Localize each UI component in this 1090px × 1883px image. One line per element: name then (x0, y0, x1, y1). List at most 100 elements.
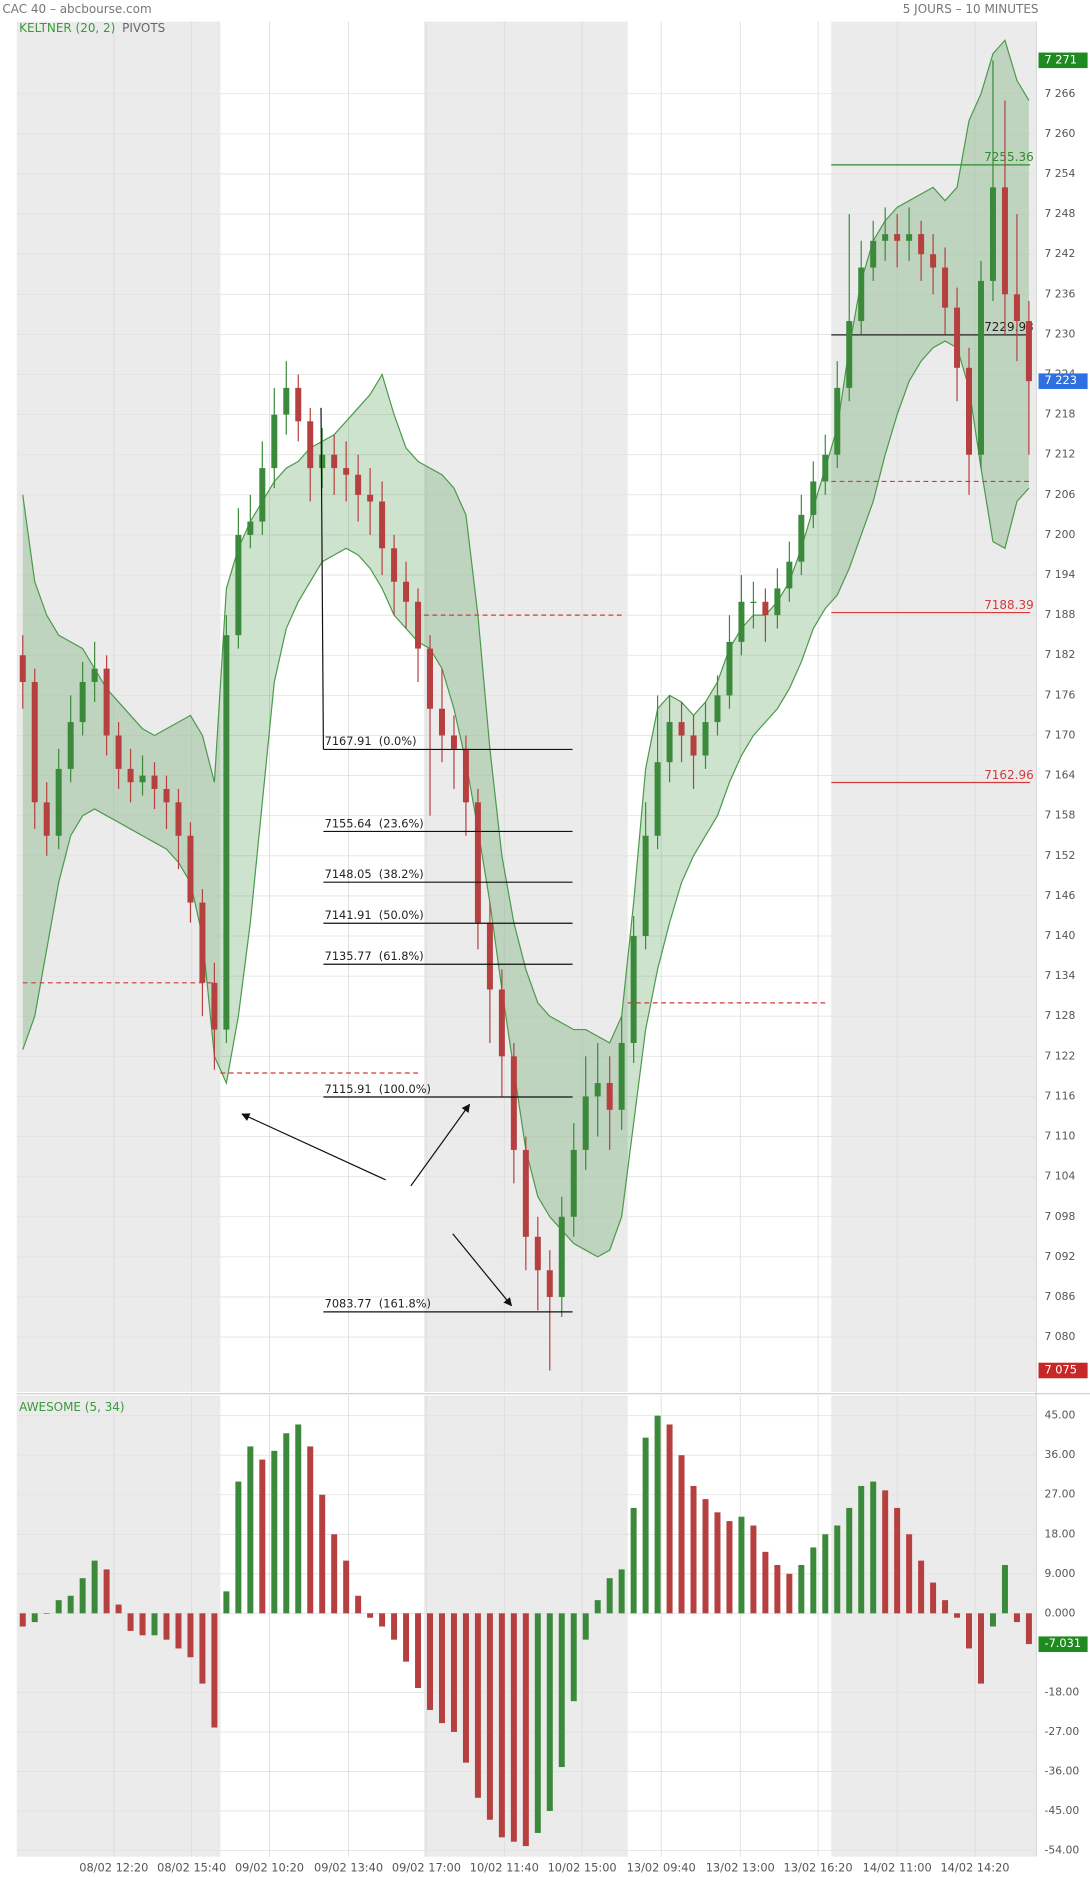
x-tick-label: 13/02 16:20 (784, 1861, 853, 1875)
y-tick-label: 45.00 (1044, 1409, 1075, 1422)
arrow (241, 1113, 386, 1181)
candle-body (151, 775, 158, 789)
ao-bar (79, 1578, 86, 1614)
candle-body (966, 367, 973, 455)
candle-body (223, 635, 230, 1030)
ao-bar (726, 1521, 733, 1614)
ao-bar (558, 1613, 565, 1768)
price-tag (1038, 1362, 1088, 1379)
candle-body (55, 768, 62, 836)
candle-body (175, 802, 182, 836)
ao-bar (798, 1565, 805, 1614)
candle-body (942, 267, 949, 308)
y-tick-label: 7 182 (1044, 648, 1075, 661)
y-tick-label: 7 128 (1044, 1009, 1075, 1022)
candle-body (594, 1083, 601, 1097)
pivot-label: 7162.96 (984, 768, 1033, 782)
ao-bar (918, 1560, 925, 1614)
chart-subtitle: 5 JOURS – 10 MINUTES (903, 2, 1039, 16)
ao-bar (367, 1613, 374, 1618)
ao-bar (570, 1613, 577, 1702)
x-tick-label: 09/02 17:00 (392, 1861, 461, 1875)
ao-bar (103, 1569, 110, 1614)
y-tick-label: 7 152 (1044, 849, 1075, 862)
ao-bar (379, 1613, 386, 1627)
candle-body (438, 708, 445, 736)
ao-bar (666, 1424, 673, 1614)
ao-bar (474, 1613, 481, 1798)
fib-label: 7155.64 (23.6%) (325, 816, 424, 830)
x-tick-label: 14/02 14:20 (940, 1861, 1009, 1875)
candle-body (1025, 321, 1032, 382)
fib-label: 7167.91 (0.0%) (325, 734, 417, 748)
candle-body (954, 307, 961, 368)
candle-body (666, 722, 673, 763)
candle-body (403, 581, 410, 602)
candle-body (163, 788, 170, 803)
candle-body (127, 768, 134, 783)
candle-body (67, 722, 74, 769)
candle-body (462, 748, 469, 803)
y-tick-label: -36.00 (1044, 1764, 1079, 1777)
candle-body (642, 835, 649, 937)
ao-bar (822, 1534, 829, 1614)
ao-bar (606, 1578, 613, 1614)
ao-bar (211, 1613, 218, 1728)
ao-bar (594, 1600, 601, 1614)
candle-body (498, 989, 505, 1057)
candle-body (654, 762, 661, 836)
y-tick-label: 7 164 (1044, 769, 1075, 782)
ao-bar (894, 1507, 901, 1614)
y-tick-label: -45.00 (1044, 1804, 1079, 1817)
legend-item: PIVOTS (122, 21, 165, 35)
fib-label: 7135.77 (61.8%) (325, 949, 424, 963)
candle-body (331, 454, 338, 469)
candle-body (1013, 294, 1020, 322)
candle-body (235, 534, 242, 636)
candle-body (534, 1236, 541, 1271)
candle-body (834, 387, 841, 455)
y-tick-label: 7 230 (1044, 327, 1075, 340)
price-tag (1038, 1636, 1088, 1652)
candle-body (391, 548, 398, 582)
x-tick-label: 10/02 11:40 (470, 1861, 539, 1875)
ao-bar (438, 1613, 445, 1724)
ao-bar (247, 1446, 254, 1614)
candle-body (894, 234, 901, 241)
ao-bar (67, 1595, 74, 1614)
candle-body (870, 240, 877, 268)
candle-body (343, 468, 350, 475)
ao-bar (235, 1481, 242, 1614)
candle-body (522, 1149, 529, 1237)
ao-bar (714, 1512, 721, 1614)
fib-label: 7148.05 (38.2%) (325, 867, 424, 881)
y-tick-label: 27.00 (1044, 1488, 1075, 1501)
candle-body (187, 835, 194, 903)
ao-bar (678, 1455, 685, 1614)
ao-bar (391, 1613, 398, 1640)
candle-body (774, 588, 781, 616)
candle-body (630, 936, 637, 1043)
ao-bar (702, 1499, 709, 1614)
ao-bar (942, 1600, 949, 1614)
price-tag-label: -7.031 (1044, 1636, 1081, 1650)
ao-bar (295, 1424, 302, 1614)
ao-bar (870, 1481, 877, 1614)
candle-body (427, 648, 434, 709)
x-tick-label: 13/02 13:00 (706, 1861, 775, 1875)
ao-bar (115, 1604, 122, 1614)
ao-bar (343, 1560, 350, 1614)
y-tick-label: 7 200 (1044, 528, 1075, 541)
candle-body (367, 494, 374, 502)
x-tick-label: 08/02 15:40 (157, 1861, 226, 1875)
fib-label: 7115.91 (100.0%) (325, 1082, 431, 1096)
ao-bar (618, 1569, 625, 1614)
y-tick-label: 7 266 (1044, 87, 1075, 100)
candle-body (882, 234, 889, 241)
candle-body (91, 668, 98, 682)
candle-body (307, 421, 314, 469)
candle-body (379, 501, 386, 549)
candle-body (199, 902, 206, 983)
ao-bar (978, 1613, 984, 1684)
x-tick-label: 10/02 15:00 (548, 1861, 617, 1875)
